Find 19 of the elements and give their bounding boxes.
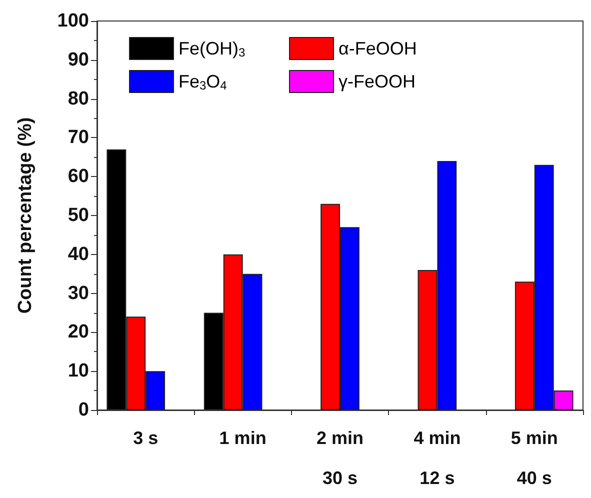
y-tick-label: 30 <box>68 282 89 304</box>
y-tick-label: 20 <box>68 322 89 343</box>
y-tick-label: 10 <box>68 360 89 382</box>
y-tick-label: 80 <box>68 88 89 110</box>
x-tick-label: 4 min 12 s <box>414 428 461 488</box>
y-tick-label: 100 <box>57 10 89 32</box>
y-axis-title: Count percentage (%) <box>15 117 36 314</box>
y-tick-label: 50 <box>68 205 89 226</box>
x-tick-label: 2 min 30 s <box>316 428 364 488</box>
x-tick-label: 5 min 40 s <box>510 428 558 488</box>
y-tick-label: 90 <box>68 49 89 70</box>
legend-label: α-FeOOH <box>338 38 417 58</box>
y-tick-label: 60 <box>68 166 89 188</box>
y-tick-label: 70 <box>68 127 89 148</box>
x-tick-label: 3 s <box>133 428 158 448</box>
y-tick-label: 40 <box>68 244 89 265</box>
y-tick-label: 0 <box>78 400 89 420</box>
x-tick-label: 1 min <box>219 428 266 448</box>
legend-label: γ-FeOOH <box>338 72 416 92</box>
